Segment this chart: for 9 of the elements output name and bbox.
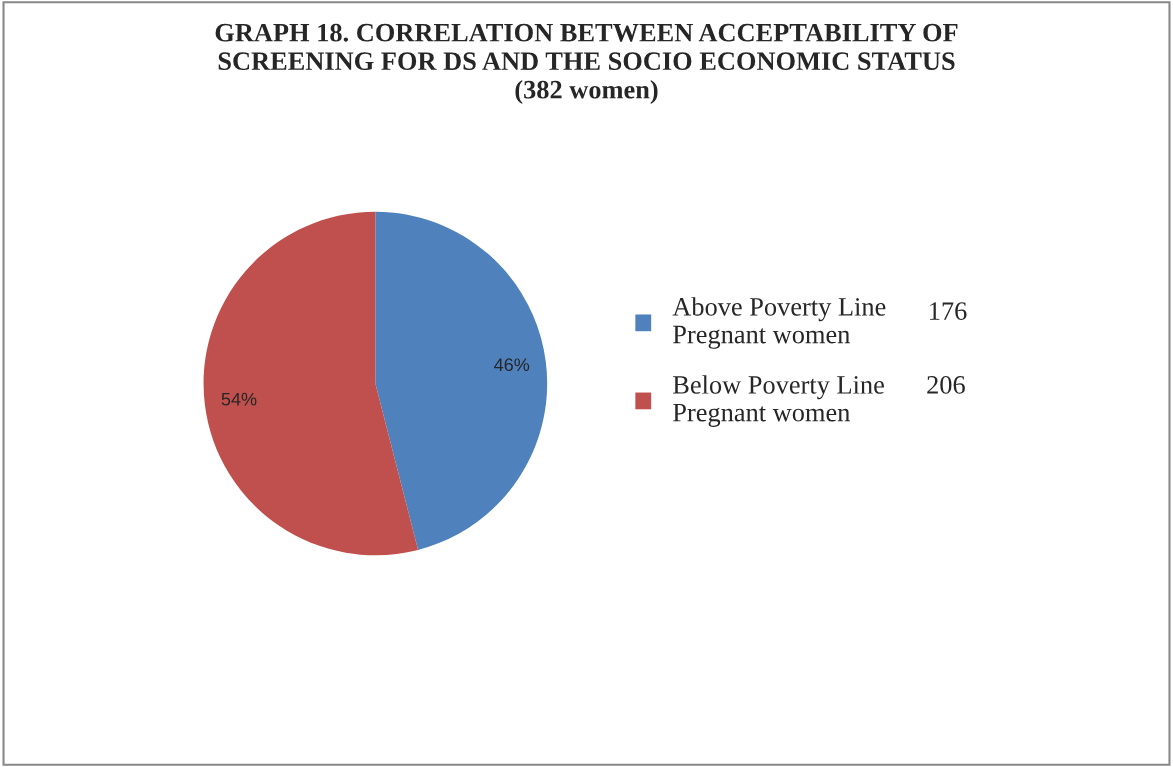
pie-slice — [375, 211, 548, 550]
legend-label: Below Poverty Line Pregnant women — [673, 375, 884, 427]
text: 206 — [927, 375, 965, 394]
chart-title: GRAPH 18. CORRELATION BETWEEN ACCEPTABILITY OF SCREENING FOR DS AND THE SOCIO ECONOMIC STATUS (382 women) — [215, 23, 958, 104]
data-label: 46% — [494, 358, 530, 372]
text: 176 — [930, 302, 967, 320]
data-label: 54% — [221, 392, 257, 406]
legend-label: Above Poverty Line Pregnant women — [672, 297, 886, 349]
pie-slice — [203, 211, 419, 556]
